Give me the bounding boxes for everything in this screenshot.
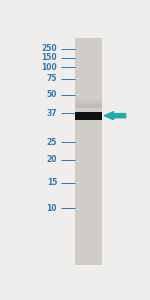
Text: 15: 15 <box>47 178 57 187</box>
Text: 20: 20 <box>47 155 57 164</box>
Text: 150: 150 <box>42 53 57 62</box>
Bar <box>75 104 102 105</box>
Text: 75: 75 <box>47 74 57 83</box>
Text: 100: 100 <box>41 63 57 72</box>
Text: 50: 50 <box>47 90 57 99</box>
Bar <box>75 98 102 99</box>
Bar <box>75 106 102 107</box>
Text: 25: 25 <box>47 138 57 147</box>
Bar <box>75 107 102 108</box>
Bar <box>75 38 102 265</box>
Bar <box>75 105 102 106</box>
Bar <box>75 102 102 103</box>
Bar <box>75 103 102 104</box>
Bar <box>75 99 102 100</box>
Text: 37: 37 <box>46 109 57 118</box>
Text: 250: 250 <box>42 44 57 53</box>
Text: 10: 10 <box>47 204 57 213</box>
Bar <box>75 112 102 120</box>
Bar <box>75 101 102 102</box>
Bar <box>75 100 102 101</box>
FancyArrow shape <box>104 112 126 120</box>
